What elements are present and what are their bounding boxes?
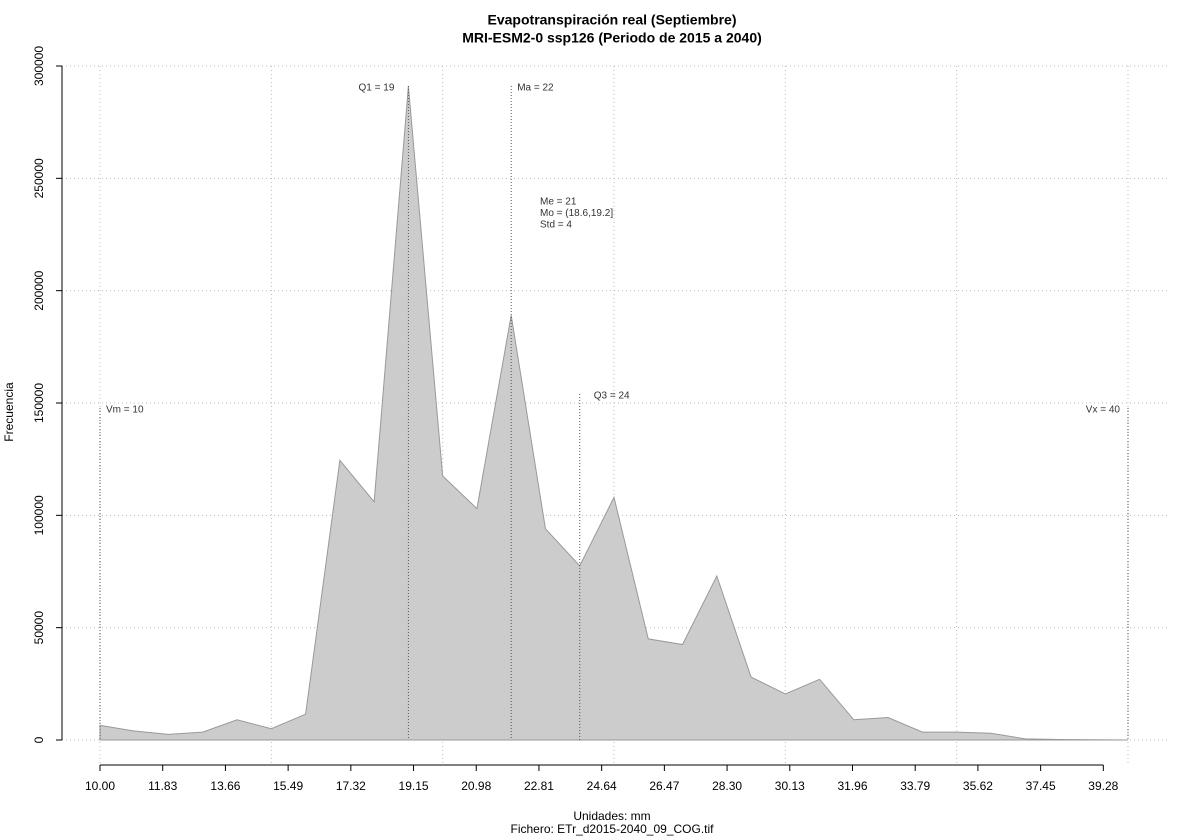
x-tick-label: 37.45 xyxy=(1026,779,1056,793)
x-tick-label: 30.13 xyxy=(775,779,805,793)
x-tick-label: 24.64 xyxy=(587,779,617,793)
x-tick-label: 17.32 xyxy=(336,779,366,793)
chart-title: Evapotranspiración real (Septiembre) xyxy=(488,12,737,28)
x-tick-label: 28.30 xyxy=(712,779,742,793)
y-tick-label: 200000 xyxy=(32,270,46,310)
y-tick-label: 50000 xyxy=(32,611,46,645)
x-tick-label: 10.00 xyxy=(85,779,115,793)
y-tick-label: 0 xyxy=(32,736,46,743)
annotation-label: Vx = 40 xyxy=(1086,405,1121,416)
area xyxy=(99,86,1129,741)
x-tick-label: 26.47 xyxy=(649,779,679,793)
y-tick-label: 150000 xyxy=(32,383,46,423)
annotation-label: Q3 = 24 xyxy=(594,391,630,402)
x-tick-label: 31.96 xyxy=(837,779,867,793)
x-tick-label: 35.62 xyxy=(963,779,993,793)
annotation-label: Vm = 10 xyxy=(106,405,144,416)
x-tick-label: 33.79 xyxy=(900,779,930,793)
caption: Fichero: ETr_d2015-2040_09_COG.tif xyxy=(511,822,715,836)
x-axis-label: Unidades: mm xyxy=(573,809,650,823)
stat-label: Me = 21 xyxy=(540,197,577,208)
y-axis-label: Frecuencia xyxy=(2,382,16,442)
x-tick-label: 13.66 xyxy=(210,779,240,793)
annotation-label: Q1 = 19 xyxy=(359,83,395,94)
x-tick-label: 20.98 xyxy=(461,779,491,793)
y-tick-label: 300000 xyxy=(32,46,46,86)
stat-label: Std = 4 xyxy=(540,220,572,231)
stat-label: Mo = (18.6,19.2] xyxy=(540,208,613,219)
chart-subtitle: MRI-ESM2-0 ssp126 (Periodo de 2015 a 204… xyxy=(462,30,762,46)
annotation-label: Ma = 22 xyxy=(517,83,554,94)
x-tick-label: 19.15 xyxy=(399,779,429,793)
x-tick-label: 11.83 xyxy=(148,779,177,793)
y-tick-label: 250000 xyxy=(32,158,46,198)
x-tick-label: 39.28 xyxy=(1088,779,1118,793)
x-tick-label: 15.49 xyxy=(273,779,303,793)
y-tick-label: 100000 xyxy=(32,495,46,535)
x-tick-label: 22.81 xyxy=(524,779,554,793)
